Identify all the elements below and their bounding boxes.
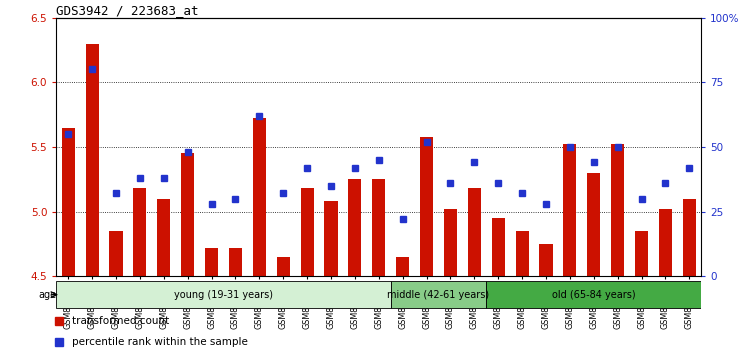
- Bar: [515, 231, 529, 276]
- Bar: [205, 248, 218, 276]
- Bar: [277, 257, 290, 276]
- Bar: [396, 257, 410, 276]
- Text: age: age: [38, 290, 56, 300]
- Bar: [325, 201, 338, 276]
- Text: percentile rank within the sample: percentile rank within the sample: [72, 337, 248, 347]
- Text: transformed count: transformed count: [72, 316, 170, 326]
- Bar: [682, 199, 696, 276]
- Bar: [486, 281, 701, 308]
- Bar: [492, 218, 505, 276]
- Text: old (65-84 years): old (65-84 years): [552, 290, 635, 300]
- Bar: [348, 179, 361, 276]
- Bar: [229, 248, 242, 276]
- Bar: [134, 188, 146, 276]
- Bar: [539, 244, 553, 276]
- Bar: [181, 153, 194, 276]
- Bar: [563, 144, 577, 276]
- Bar: [56, 281, 391, 308]
- Bar: [301, 188, 313, 276]
- Bar: [86, 44, 99, 276]
- Bar: [372, 179, 386, 276]
- Bar: [611, 144, 624, 276]
- Bar: [158, 199, 170, 276]
- Bar: [444, 209, 457, 276]
- Bar: [420, 137, 433, 276]
- Bar: [253, 119, 266, 276]
- Bar: [391, 281, 486, 308]
- Text: GDS3942 / 223683_at: GDS3942 / 223683_at: [56, 4, 199, 17]
- Text: middle (42-61 years): middle (42-61 years): [388, 290, 490, 300]
- Bar: [468, 188, 481, 276]
- Bar: [62, 127, 75, 276]
- Bar: [658, 209, 672, 276]
- Bar: [110, 231, 122, 276]
- Bar: [635, 231, 648, 276]
- Bar: [587, 173, 600, 276]
- Text: young (19-31 years): young (19-31 years): [174, 290, 273, 300]
